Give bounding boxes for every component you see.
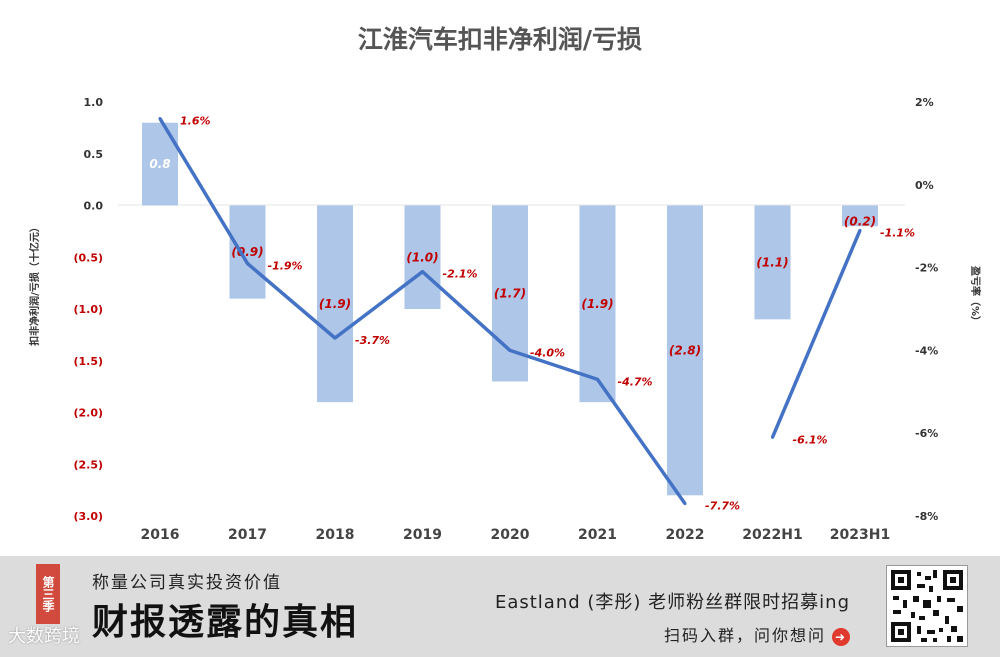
pct-value-label: -3.7% — [355, 334, 390, 347]
category-label: 2022H1 — [742, 527, 802, 543]
banner-subtitle: 称量公司真实投资价值 — [92, 573, 282, 593]
pct-value-label: -2.1% — [443, 268, 478, 281]
bar — [842, 205, 878, 227]
right-tick-label: -6% — [915, 427, 938, 440]
right-tick-label: -2% — [915, 262, 938, 275]
pct-value-label: -4.0% — [530, 346, 565, 359]
category-label: 2022 — [666, 527, 705, 543]
left-tick-label: (1.0) — [73, 303, 103, 316]
bar — [579, 205, 616, 403]
scan-text: 扫码入群，问你想问 — [663, 626, 826, 645]
line-point — [158, 117, 162, 121]
pct-value-label: -7.7% — [705, 500, 740, 513]
promo-banner[interactable]: 第三季 称量公司真实投资价值 财报透露的真相 Eastland (李彤) 老师粉… — [0, 556, 1000, 657]
line-point — [246, 261, 249, 265]
bars — [142, 122, 878, 496]
pct-value-label: -6.1% — [793, 433, 828, 446]
right-tick-label: -4% — [915, 344, 938, 357]
right-axis-title: 盈亏率（%） — [969, 265, 982, 326]
left-tick-label: 1.0 — [84, 96, 104, 109]
category-label: 2023H1 — [830, 527, 890, 543]
chart-svg: 江淮汽车扣非净利润/亏损 扣非净利润/亏损（十亿元） 盈亏率（%） 1.0 0.5 0… — [28, 25, 982, 543]
category-label: 2020 — [491, 527, 530, 543]
season-badge: 第三季 — [36, 564, 60, 624]
watermark-text: 大数跨境 — [8, 626, 80, 647]
bar-value-label: (1.9) — [319, 297, 351, 311]
category-label: 2017 — [228, 527, 267, 543]
bar-labels: 0.8(0.9)(1.9)(1.0)(1.7)(1.9)(2.8)(1.1)(0… — [149, 157, 876, 357]
bar-value-label: (1.9) — [581, 297, 613, 311]
right-axis-ticks: 2% 0% -2% -4% -6% -8% — [915, 96, 938, 523]
category-label: 2019 — [403, 527, 442, 543]
right-tick-label: 2% — [915, 96, 934, 109]
chart-title: 江淮汽车扣非净利润/亏损 — [358, 25, 642, 54]
pct-value-label: -1.1% — [880, 226, 915, 239]
line-point — [683, 502, 687, 506]
bar-value-label: 0.8 — [149, 157, 170, 171]
bar — [317, 205, 353, 403]
bar — [754, 205, 791, 320]
arrow-right-circle-icon[interactable]: ➜ — [832, 627, 850, 646]
bar-value-label: (1.7) — [494, 286, 526, 300]
bar-value-label: (0.2) — [844, 215, 876, 229]
pct-value-label: -1.9% — [268, 259, 303, 272]
left-axis-ticks: 1.0 0.5 0.0 (0.5) (1.0) (1.5) (2.0) (2.5) (3.0) — [73, 96, 103, 523]
category-label: 2018 — [316, 527, 355, 543]
bar — [667, 205, 703, 496]
line-series — [158, 117, 862, 506]
pct-value-label: 1.6% — [180, 115, 211, 128]
chart-area: 江淮汽车扣非净利润/亏损 扣非净利润/亏损（十亿元） 盈亏率（%） 1.0 0.5 0… — [28, 25, 982, 543]
bar-value-label: (1.1) — [756, 255, 788, 269]
left-tick-label: 0.0 — [84, 200, 104, 213]
bar-value-label: (2.8) — [669, 343, 701, 357]
line-point — [333, 336, 337, 340]
left-tick-label: (1.5) — [73, 355, 103, 368]
left-axis-title: 扣非净利润/亏损（十亿元） — [28, 222, 41, 346]
line-point — [596, 377, 599, 381]
scan-prompt[interactable]: 扫码入群，问你想问 ➜ — [664, 622, 850, 646]
category-label: 2016 — [141, 527, 180, 543]
category-labels: 2016 2017 2018 2019 2020 2021 2022 2022H1 2023H1 — [141, 527, 891, 543]
axis-titles: 扣非净利润/亏损（十亿元） 盈亏率（%） — [28, 222, 982, 346]
line-point — [421, 270, 424, 274]
recruit-text: Eastland (李彤) 老师粉丝群限时招募ing — [494, 592, 850, 613]
bar — [229, 205, 266, 299]
line-segment — [770, 229, 862, 438]
banner-main-title: 财报透露的真相 — [92, 601, 359, 643]
pct-labels: 1.6% -1.9% -3.7% -2.1% -4.0% -4.7% -7.7% -6.1% -… — [180, 115, 915, 513]
category-label: 2021 — [578, 527, 617, 543]
line-point — [508, 348, 512, 352]
left-tick-label: 0.5 — [84, 148, 104, 161]
left-tick-label: (0.5) — [73, 251, 103, 264]
bar — [404, 205, 441, 309]
line-point — [771, 435, 774, 439]
left-tick-label: (3.0) — [73, 510, 103, 523]
pct-value-label: -4.7% — [618, 375, 653, 388]
right-tick-label: -8% — [915, 510, 938, 523]
left-tick-label: (2.5) — [73, 458, 103, 471]
line-point — [858, 228, 862, 232]
left-tick-label: (2.0) — [73, 407, 103, 420]
qr-code-icon[interactable] — [886, 565, 968, 647]
bar-value-label: (1.0) — [406, 250, 438, 264]
right-tick-label: 0% — [915, 179, 934, 192]
